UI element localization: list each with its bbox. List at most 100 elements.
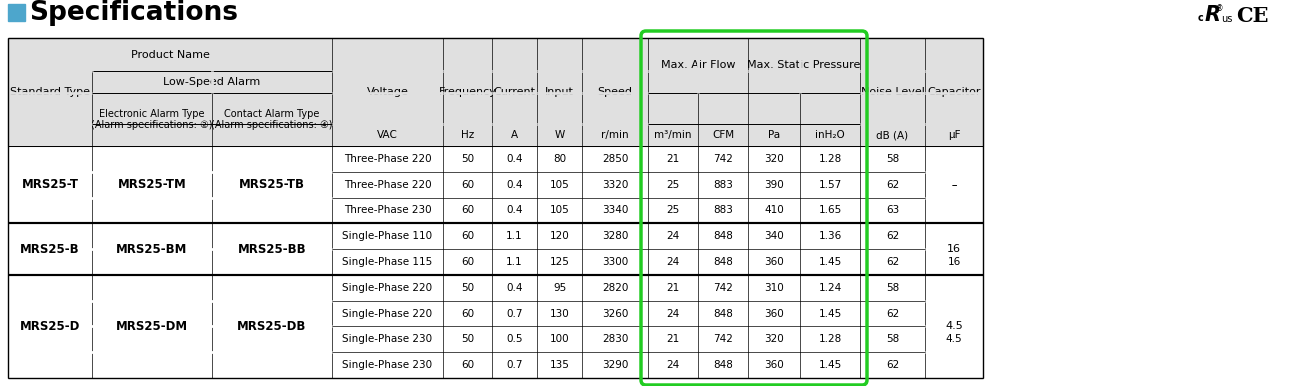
Text: Current: Current <box>493 87 535 97</box>
Text: 3260: 3260 <box>602 308 628 318</box>
Text: 3340: 3340 <box>602 205 628 215</box>
Text: 390: 390 <box>764 179 784 190</box>
Text: inH₂O: inH₂O <box>816 130 844 140</box>
Text: A: A <box>511 130 518 140</box>
Text: R: R <box>1206 5 1221 25</box>
Text: 1.1: 1.1 <box>507 231 522 241</box>
Text: 2850: 2850 <box>602 154 628 164</box>
Text: 320: 320 <box>764 334 784 344</box>
Text: 360: 360 <box>764 257 784 267</box>
Text: 60: 60 <box>461 257 474 267</box>
Text: 62: 62 <box>886 179 899 190</box>
Bar <box>8 38 983 378</box>
Text: 848: 848 <box>713 257 733 267</box>
Text: 105: 105 <box>550 179 569 190</box>
Text: r/min: r/min <box>601 130 628 140</box>
Text: 310: 310 <box>764 283 784 293</box>
Text: 340: 340 <box>764 231 784 241</box>
Text: 80: 80 <box>552 154 565 164</box>
Text: 120: 120 <box>550 231 569 241</box>
Text: 62: 62 <box>886 257 899 267</box>
Text: 24: 24 <box>666 308 679 318</box>
Text: 125: 125 <box>550 257 569 267</box>
Text: Hz: Hz <box>461 130 474 140</box>
Text: 60: 60 <box>461 231 474 241</box>
Text: Voltage: Voltage <box>367 87 408 97</box>
Text: 3300: 3300 <box>602 257 628 267</box>
Text: Single-Phase 110: Single-Phase 110 <box>343 231 432 241</box>
Text: VAC: VAC <box>377 130 398 140</box>
Text: us: us <box>1221 14 1233 24</box>
Text: 1.28: 1.28 <box>818 334 842 344</box>
Text: –: – <box>952 179 957 190</box>
Text: Three-Phase 230: Three-Phase 230 <box>344 205 431 215</box>
Text: 320: 320 <box>764 154 784 164</box>
Text: Standard Type: Standard Type <box>10 87 90 97</box>
Bar <box>8 4 25 21</box>
Text: Contact Alarm Type
(Alarm specifications: ④): Contact Alarm Type (Alarm specifications… <box>211 109 332 130</box>
Text: 21: 21 <box>666 283 679 293</box>
Text: 63: 63 <box>886 205 899 215</box>
Text: MRS25-DM: MRS25-DM <box>117 320 188 333</box>
Text: 0.7: 0.7 <box>507 308 522 318</box>
Text: CE: CE <box>1236 6 1268 26</box>
Text: 58: 58 <box>886 334 899 344</box>
Text: 1.24: 1.24 <box>818 283 842 293</box>
Text: 410: 410 <box>764 205 784 215</box>
Text: 883: 883 <box>713 205 733 215</box>
Text: 848: 848 <box>713 360 733 370</box>
Text: 0.4: 0.4 <box>507 205 522 215</box>
Text: MRS25-B: MRS25-B <box>20 243 80 256</box>
Text: Low-Speed Alarm: Low-Speed Alarm <box>164 77 260 87</box>
Text: MRS25-BM: MRS25-BM <box>117 243 187 256</box>
Text: 2830: 2830 <box>602 334 628 344</box>
Text: MRS25-TM: MRS25-TM <box>118 178 186 191</box>
Text: Single-Phase 115: Single-Phase 115 <box>343 257 433 267</box>
Text: 1.45: 1.45 <box>818 360 842 370</box>
Text: 62: 62 <box>886 360 899 370</box>
Text: 16: 16 <box>946 244 961 254</box>
Text: MRS25-TB: MRS25-TB <box>240 178 305 191</box>
Text: W: W <box>555 130 564 140</box>
Text: CFM: CFM <box>712 130 734 140</box>
Text: 360: 360 <box>764 308 784 318</box>
Text: 24: 24 <box>666 257 679 267</box>
Text: 130: 130 <box>550 308 569 318</box>
Text: 1.45: 1.45 <box>818 257 842 267</box>
Text: 0.4: 0.4 <box>507 179 522 190</box>
Text: 1.57: 1.57 <box>818 179 842 190</box>
Text: 25: 25 <box>666 205 679 215</box>
Text: 1.65: 1.65 <box>818 205 842 215</box>
Text: 848: 848 <box>713 308 733 318</box>
Text: 0.4: 0.4 <box>507 154 522 164</box>
Text: MRS25-DB: MRS25-DB <box>237 320 306 333</box>
Text: 21: 21 <box>666 154 679 164</box>
Text: dB (A): dB (A) <box>877 130 908 140</box>
Text: 50: 50 <box>461 154 474 164</box>
Text: MRS25-D: MRS25-D <box>20 320 80 333</box>
Text: 60: 60 <box>461 179 474 190</box>
Text: 0.4: 0.4 <box>507 283 522 293</box>
Text: 58: 58 <box>886 283 899 293</box>
Text: Single-Phase 230: Single-Phase 230 <box>343 360 432 370</box>
Text: 3320: 3320 <box>602 179 628 190</box>
Text: 360: 360 <box>764 360 784 370</box>
Text: 95: 95 <box>552 283 565 293</box>
Text: 50: 50 <box>461 334 474 344</box>
Text: 742: 742 <box>713 283 733 293</box>
Text: Single-Phase 230: Single-Phase 230 <box>343 334 432 344</box>
Text: c: c <box>1198 13 1203 23</box>
Text: 60: 60 <box>461 360 474 370</box>
Text: 60: 60 <box>461 308 474 318</box>
Text: Three-Phase 220: Three-Phase 220 <box>344 179 431 190</box>
Text: Product Name: Product Name <box>131 49 209 59</box>
Text: 3290: 3290 <box>602 360 628 370</box>
Text: 24: 24 <box>666 360 679 370</box>
Text: Input: Input <box>545 87 573 97</box>
Text: 50: 50 <box>461 283 474 293</box>
Text: 848: 848 <box>713 231 733 241</box>
Text: 883: 883 <box>713 179 733 190</box>
Text: 16: 16 <box>948 257 961 267</box>
Text: Specifications: Specifications <box>29 0 238 25</box>
Text: Capacitor: Capacitor <box>927 87 980 97</box>
